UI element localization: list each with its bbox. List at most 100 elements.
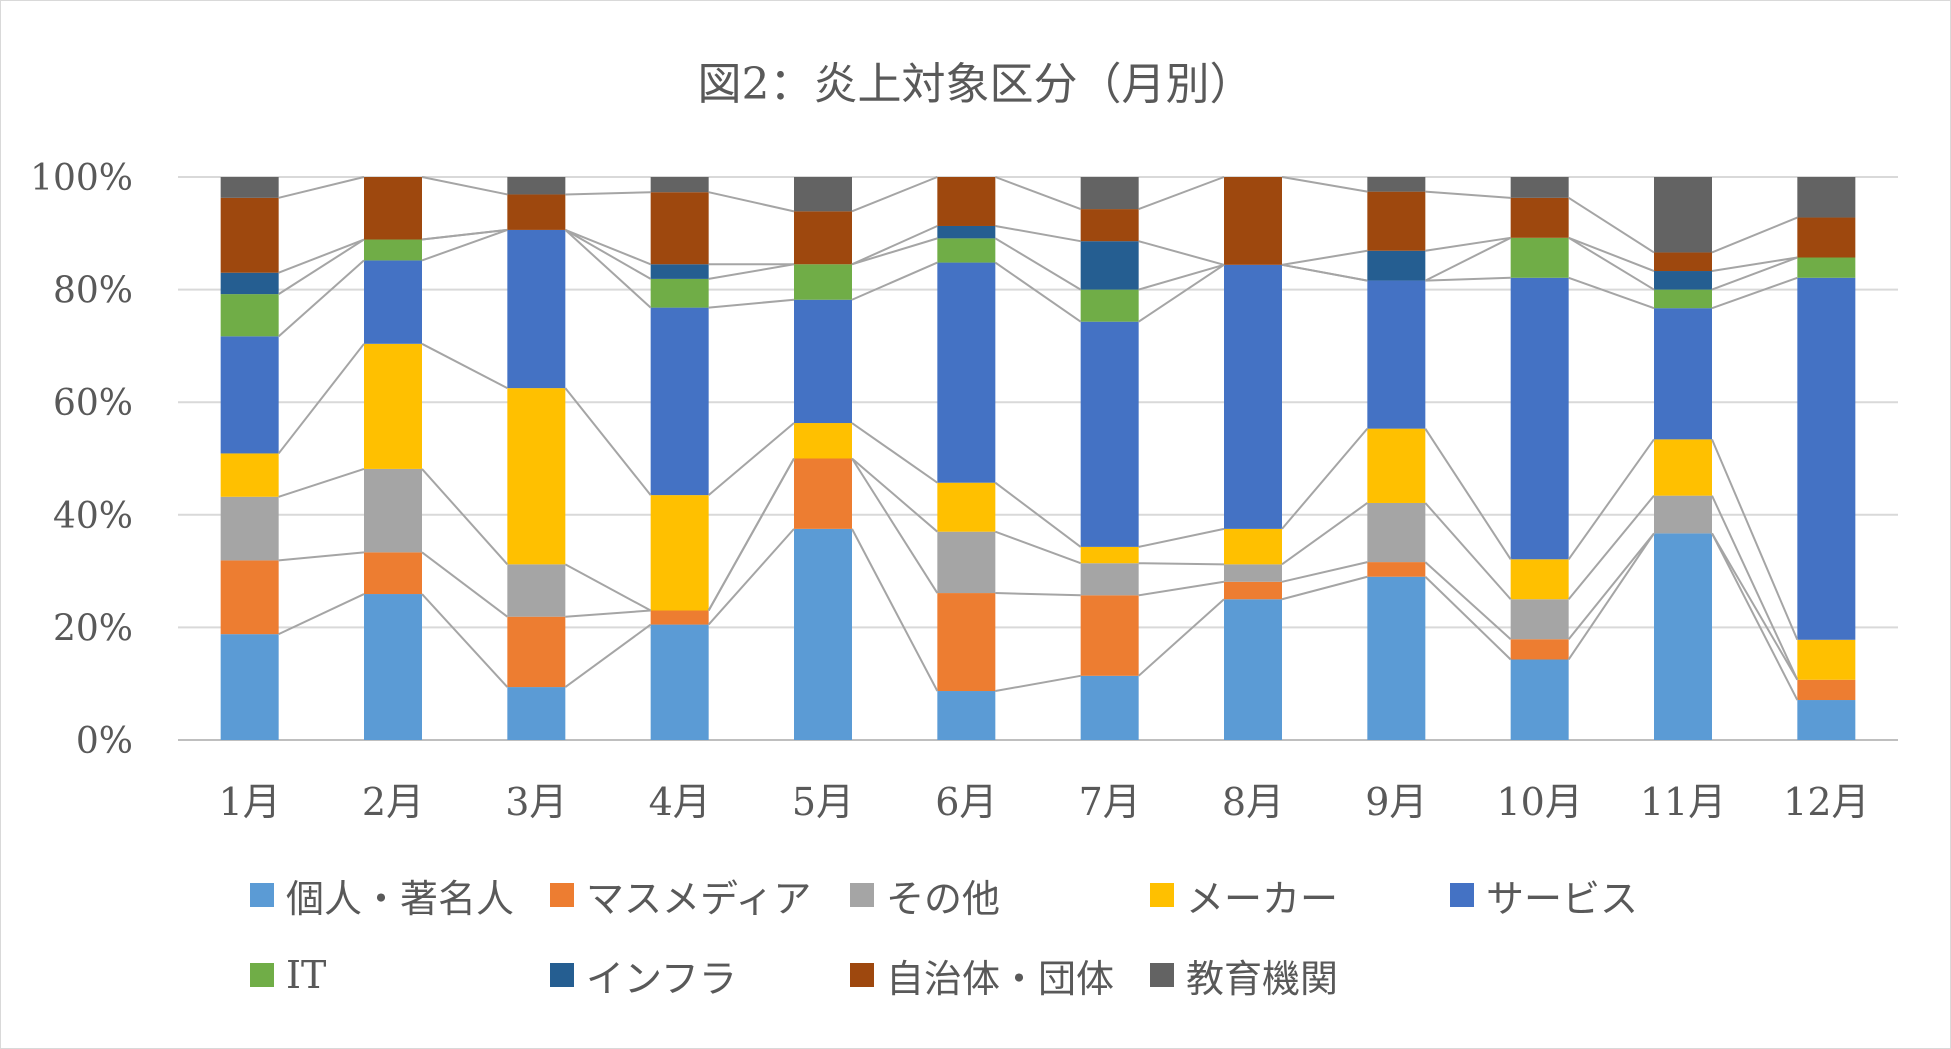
bar-segment: [1797, 217, 1856, 258]
series-line: [994, 176, 1082, 211]
bar-segment: [937, 262, 996, 483]
bar-segment: [1654, 495, 1712, 534]
bar-segment: [650, 610, 709, 625]
series-line: [1568, 236, 1655, 272]
legend-entry: その他: [850, 870, 1150, 921]
bar-segment: [220, 177, 279, 198]
bar-segment: [937, 593, 996, 692]
bar-segment: [1510, 599, 1569, 640]
bar-segment: [1080, 595, 1139, 676]
bar-segment: [794, 528, 852, 740]
bar-segment: [1224, 599, 1282, 740]
bar-segment: [937, 238, 996, 263]
bar-segment: [220, 634, 279, 740]
x-tick-label: 2月: [362, 780, 424, 824]
chart-title: 図2：炎上対象区分（月別）: [697, 59, 1254, 110]
series-line: [278, 551, 365, 562]
x-tick-label: 7月: [1079, 780, 1141, 824]
legend-label: インフラ: [586, 956, 737, 1001]
series-line: [1281, 561, 1368, 583]
bar-segment: [794, 458, 852, 529]
series-line: [1281, 502, 1368, 566]
y-tick-label: 20%: [53, 608, 133, 649]
series-line: [1711, 532, 1799, 681]
series-line: [1711, 256, 1798, 273]
bar-segment: [1797, 277, 1856, 640]
legend-entry: メーカー: [1150, 870, 1450, 921]
series-line: [995, 224, 1081, 243]
series-line: [1567, 532, 1655, 661]
bar-segment: [1797, 257, 1856, 278]
bar-segment: [1367, 502, 1426, 563]
bar-segment: [650, 192, 709, 265]
series-line: [278, 238, 365, 295]
x-tick-label: 5月: [792, 780, 854, 824]
bar-segment: [220, 496, 279, 561]
series-line: [1138, 263, 1225, 323]
series-line: [1281, 249, 1368, 266]
bar-segment: [1797, 639, 1856, 680]
legend-swatch: [850, 963, 874, 987]
series-line: [1567, 532, 1655, 640]
legend-entry: マスメディア: [550, 870, 850, 921]
bar-segment: [650, 278, 709, 308]
bar-segment: [794, 177, 852, 212]
series-line: [564, 563, 652, 612]
bar-segment: [1367, 280, 1426, 429]
bar-segment: [1510, 639, 1569, 660]
bar-segment: [1367, 177, 1426, 192]
series-line: [1425, 236, 1511, 252]
bar-segment: [220, 336, 279, 454]
bar-segment: [1080, 563, 1139, 596]
series-line: [421, 468, 509, 566]
series-line: [1281, 428, 1369, 530]
series-line: [421, 228, 508, 241]
series-line: [1138, 580, 1225, 597]
series-line: [565, 609, 651, 618]
bar-segment: [364, 594, 422, 740]
series-line: [1138, 176, 1225, 211]
x-tick-label: 3月: [505, 780, 567, 824]
series-line: [1711, 495, 1799, 681]
bar-segment: [507, 564, 566, 617]
legend-label: その他: [886, 876, 1001, 921]
x-tick-label: 12月: [1783, 780, 1869, 824]
series-line: [277, 343, 365, 455]
series-line: [565, 191, 651, 196]
series-line: [851, 176, 938, 213]
series-line: [1424, 561, 1512, 640]
series-line: [278, 238, 365, 274]
bar-segment: [1367, 250, 1426, 281]
bar-segment: [220, 294, 279, 337]
series-line: [1567, 438, 1655, 560]
bar-segment: [1224, 177, 1282, 265]
series-line: [278, 467, 365, 498]
bar-segment: [1080, 209, 1139, 242]
bar-segment: [364, 343, 422, 469]
legend-entry: 自治体・団体: [850, 950, 1150, 1001]
y-tick-label: 60%: [53, 383, 133, 424]
bar-segment: [507, 687, 566, 740]
series-line: [1424, 576, 1512, 661]
bar-segment: [220, 453, 279, 497]
y-tick-label: 80%: [53, 271, 133, 312]
series-line: [1138, 263, 1225, 291]
bar-segment: [1224, 581, 1282, 600]
bar-segment: [1367, 576, 1426, 740]
bar-segment: [220, 272, 279, 295]
legend-entry: インフラ: [550, 950, 850, 1001]
series-line: [1137, 598, 1225, 677]
y-tick-label: 100%: [30, 158, 133, 199]
bar-segment: [937, 482, 996, 532]
bar-segment: [1510, 559, 1569, 600]
series-line: [708, 263, 795, 280]
series-line: [1568, 196, 1655, 254]
bar-segment: [220, 560, 279, 635]
bar-segment: [794, 423, 852, 459]
series-line: [421, 342, 508, 390]
bar-segment: [794, 264, 852, 300]
series-line: [851, 225, 938, 266]
series-line: [564, 387, 652, 496]
bar-segment: [650, 307, 709, 496]
